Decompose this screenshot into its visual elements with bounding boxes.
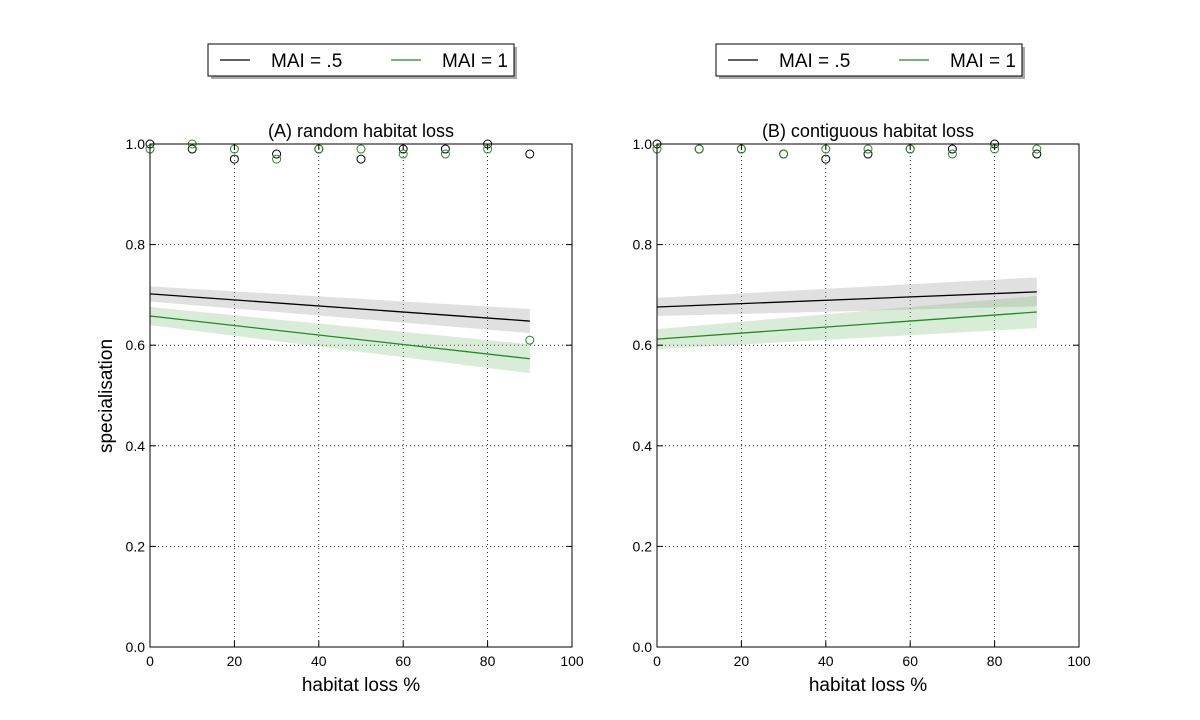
panel-title: (B) contiguous habitat loss xyxy=(762,121,974,141)
confidence-bands xyxy=(657,277,1037,350)
fit-line xyxy=(656,291,1037,308)
y-tick-label: 0.6 xyxy=(126,337,146,353)
data-point xyxy=(863,149,873,159)
data-point xyxy=(525,335,535,345)
y-tick-label: 0.8 xyxy=(633,237,653,253)
data-point xyxy=(272,149,282,159)
ticks: 0 20 40 60 80 100 0.0 0.2 0.4 0.6 0.8 1.0 xyxy=(633,136,1091,669)
data-point xyxy=(525,149,535,159)
y-tick-label: 0.4 xyxy=(633,438,653,454)
legend-a: MAI = .5 MAI = 1 xyxy=(207,43,517,79)
y-tick-label: 0.0 xyxy=(126,639,146,655)
data-point xyxy=(1032,149,1042,159)
confidence-band xyxy=(657,295,1037,350)
x-tick-label: 40 xyxy=(818,653,834,669)
data-point xyxy=(398,149,408,159)
legend-box xyxy=(207,43,515,77)
data-point xyxy=(947,149,957,159)
x-axis-label: habitat loss % xyxy=(302,675,420,696)
y-tick-label: 0.6 xyxy=(633,337,653,353)
confidence-band xyxy=(150,306,530,374)
data-point xyxy=(863,144,873,154)
panel-b: (B) contiguous habitat loss 0 20 40 60 80 100… xyxy=(633,121,1091,696)
plot-frame xyxy=(656,143,1080,648)
grid xyxy=(657,144,1079,647)
x-tick-label: 80 xyxy=(987,653,1003,669)
y-tick-label: 0.2 xyxy=(126,538,146,554)
legend-label-mai-05: MAI = .5 xyxy=(779,51,850,72)
x-tick-label: 0 xyxy=(653,653,661,669)
fit-lines xyxy=(149,293,530,360)
x-tick-label: 20 xyxy=(734,653,750,669)
fit-line xyxy=(656,311,1037,340)
y-tick-label: 0.2 xyxy=(633,538,653,554)
data-point xyxy=(229,154,239,164)
x-tick-label: 0 xyxy=(146,653,154,669)
y-tick-label: 0.0 xyxy=(633,639,653,655)
data-point xyxy=(1032,144,1042,154)
scatter-points xyxy=(145,139,535,345)
fit-line xyxy=(149,293,530,322)
data-point xyxy=(779,149,789,159)
y-tick-label: 1.0 xyxy=(126,136,146,152)
x-axis-label: habitat loss % xyxy=(809,675,927,696)
legend-box xyxy=(715,43,1023,77)
data-point xyxy=(356,144,366,154)
confidence-band xyxy=(150,286,530,334)
fit-line xyxy=(149,315,530,360)
data-point xyxy=(947,144,957,154)
x-tick-label: 40 xyxy=(311,653,327,669)
y-axis-label: specialisation xyxy=(96,339,117,453)
legend-label-mai-05: MAI = .5 xyxy=(271,51,342,72)
data-point xyxy=(440,149,450,159)
legend-b: MAI = .5 MAI = 1 xyxy=(715,43,1025,79)
scatter-points xyxy=(652,139,1042,164)
x-tick-label: 60 xyxy=(395,653,411,669)
data-point xyxy=(187,144,197,154)
y-tick-label: 1.0 xyxy=(633,136,653,152)
confidence-band xyxy=(657,277,1037,317)
data-point xyxy=(272,154,282,164)
x-tick-label: 100 xyxy=(560,653,584,669)
x-tick-label: 20 xyxy=(227,653,243,669)
grid xyxy=(150,144,572,647)
y-tick-label: 0.4 xyxy=(126,438,146,454)
fit-lines xyxy=(656,291,1037,340)
legend-label-mai-1: MAI = 1 xyxy=(442,51,508,72)
x-tick-label: 80 xyxy=(480,653,496,669)
data-point xyxy=(821,154,831,164)
data-point xyxy=(356,154,366,164)
ticks: 0 20 40 60 80 100 0.0 0.2 0.4 0.6 0.8 1.0 xyxy=(126,136,584,669)
x-tick-label: 100 xyxy=(1067,653,1091,669)
data-point xyxy=(440,144,450,154)
x-tick-label: 60 xyxy=(902,653,918,669)
panel-a: (A) random habitat loss 0 20 40 60 80 1000.00… xyxy=(96,121,584,696)
confidence-bands xyxy=(150,286,530,374)
legend-label-mai-1: MAI = 1 xyxy=(950,51,1016,72)
y-tick-label: 0.8 xyxy=(126,237,146,253)
plot-frame xyxy=(149,143,573,648)
data-point xyxy=(694,144,704,154)
panel-title: (A) random habitat loss xyxy=(268,121,454,141)
